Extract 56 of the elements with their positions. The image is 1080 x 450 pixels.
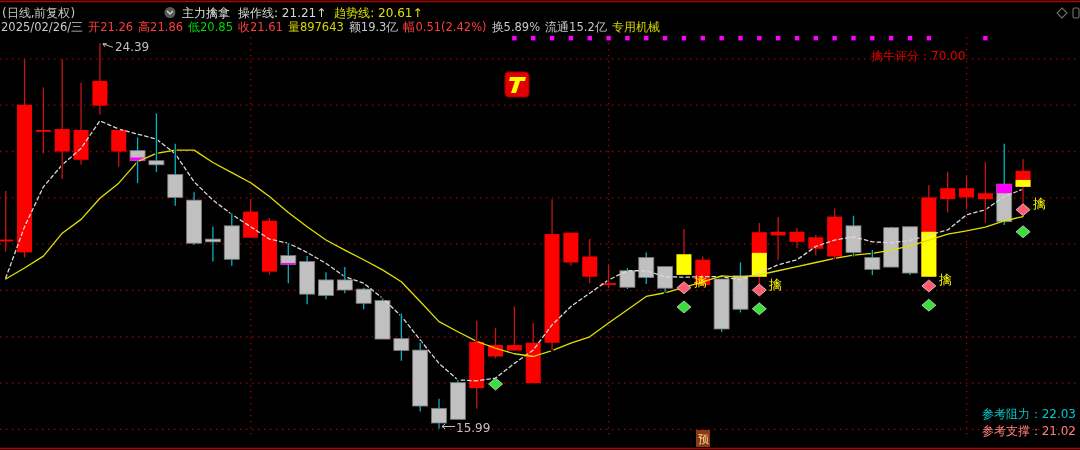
- candlestick: [789, 227, 805, 249]
- text: 流通15.2亿: [545, 20, 607, 34]
- bar: [996, 184, 1012, 194]
- point: [921, 298, 937, 312]
- annotation: 参考阻力：22.03: [981, 407, 1076, 421]
- point: [921, 279, 937, 293]
- candlestick: [54, 58, 70, 180]
- candlestick: [638, 251, 655, 285]
- candlestick: [619, 267, 636, 290]
- text: 收21.61: [237, 20, 283, 34]
- candlestick: [601, 263, 617, 289]
- candlestick: [336, 266, 353, 294]
- candlestick: [657, 265, 673, 294]
- point: [752, 283, 767, 297]
- text: 专用机械: [611, 20, 660, 34]
- data-label: 擒: [769, 276, 783, 292]
- point: [752, 302, 767, 316]
- candlestick: [111, 129, 127, 168]
- legend: 主力擒拿 操作线: 21.21↑ 趋势线: 20.61↑: [164, 6, 423, 20]
- text: 低20.85: [188, 20, 233, 34]
- candlestick: [940, 171, 956, 214]
- text: 额19.3亿: [348, 20, 399, 34]
- point: [488, 377, 503, 391]
- text: 2025/02/26/三: [1, 20, 84, 34]
- chart-title: (日线,前复权): [2, 6, 76, 20]
- text: 开21.26: [88, 20, 134, 34]
- text: 换5.89%: [491, 20, 541, 34]
- candlestick: [959, 175, 975, 210]
- text: 高21.86: [138, 20, 184, 34]
- candlestick: [148, 112, 165, 173]
- candlestick: [676, 228, 692, 276]
- candlestick: [977, 161, 993, 224]
- note-box: 预: [696, 430, 710, 447]
- candlestick: [318, 271, 334, 300]
- point: [676, 300, 692, 314]
- candlestick: [488, 327, 504, 359]
- data-label: 擒: [938, 272, 952, 288]
- point: [1015, 203, 1031, 217]
- point: [676, 281, 692, 295]
- candlestick: [35, 86, 51, 155]
- candlestick: [167, 143, 184, 207]
- annotation: 擒牛评分：70.00: [871, 49, 966, 63]
- text: 幅0.51(2.42%): [403, 20, 487, 34]
- candlestick: [205, 226, 221, 263]
- candlestick: [582, 238, 598, 284]
- candlestick: [864, 249, 881, 276]
- candlestick: [431, 398, 447, 430]
- candlestick: [506, 305, 522, 352]
- annotation: 参考支撑：21.02: [981, 424, 1076, 438]
- annotation: 24.39: [114, 40, 150, 55]
- annotation: 15.99: [456, 420, 491, 435]
- data-label: 擒: [1033, 196, 1047, 212]
- text: 量897643: [287, 20, 344, 34]
- candlestick: [393, 312, 410, 362]
- legend-title: 主力擒拿: [182, 6, 230, 20]
- point: [1015, 225, 1031, 239]
